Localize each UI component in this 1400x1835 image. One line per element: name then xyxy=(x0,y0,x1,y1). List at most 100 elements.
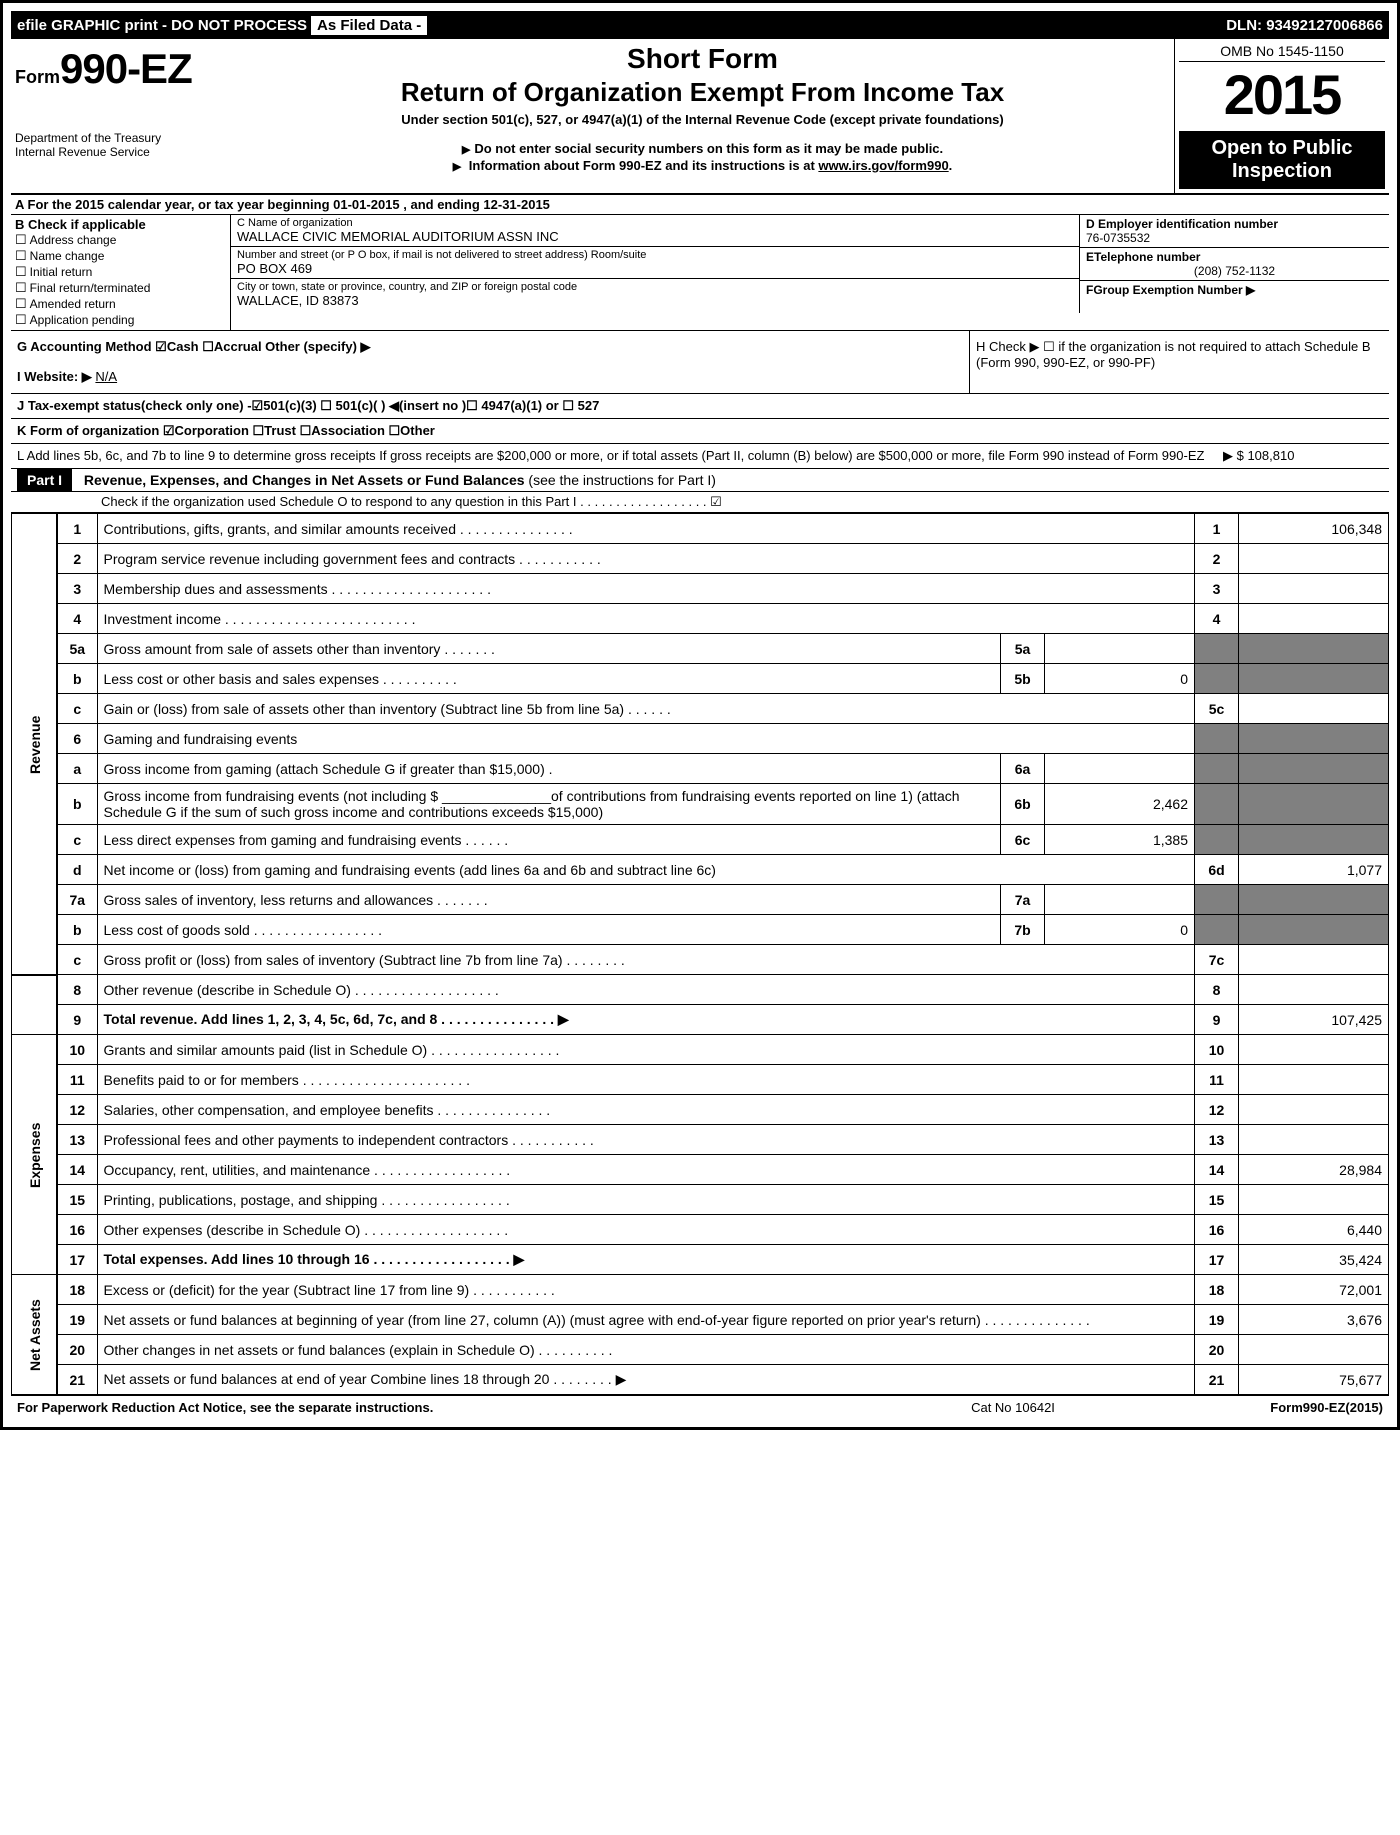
l4-rn: 4 xyxy=(1195,604,1239,634)
l19-rn: 19 xyxy=(1195,1305,1239,1335)
header-center: Short Form Return of Organization Exempt… xyxy=(231,39,1174,193)
l5c-desc: Gain or (loss) from sale of assets other… xyxy=(97,694,1195,724)
chk-name-change[interactable]: Name change xyxy=(15,248,226,264)
header-left: Form990-EZ Department of the Treasury In… xyxy=(11,39,231,193)
phone-block: ETelephone number (208) 752-1132 xyxy=(1079,248,1389,281)
form-number: Form990-EZ xyxy=(15,45,227,93)
l9-rv: 107,425 xyxy=(1239,1005,1389,1035)
l7b-mv: 0 xyxy=(1045,915,1195,945)
rev-spacer xyxy=(12,975,58,1035)
line-6b: b Gross income from fundraising events (… xyxy=(12,784,1389,825)
l12-desc: Salaries, other compensation, and employ… xyxy=(97,1095,1195,1125)
website-value: N/A xyxy=(95,369,117,384)
l5a-shade xyxy=(1195,634,1239,664)
line-2: 2 Program service revenue including gove… xyxy=(12,544,1389,574)
l3-num: 3 xyxy=(57,574,97,604)
l12-rn: 12 xyxy=(1195,1095,1239,1125)
open2: Inspection xyxy=(1183,160,1381,183)
chk-amended-return[interactable]: Amended return xyxy=(15,296,226,312)
l6c-shade2 xyxy=(1239,825,1389,855)
l5b-desc: Less cost or other basis and sales expen… xyxy=(97,664,1001,694)
line-10: Expenses 10 Grants and similar amounts p… xyxy=(12,1035,1389,1065)
l11-num: 11 xyxy=(57,1065,97,1095)
part1-title: Revenue, Expenses, and Changes in Net As… xyxy=(84,472,525,488)
l4-desc: Investment income . . . . . . . . . . . … xyxy=(97,604,1195,634)
chk-application-pending[interactable]: Application pending xyxy=(15,312,226,328)
l2-rv xyxy=(1239,544,1389,574)
org-name-label: C Name of organization xyxy=(237,217,1073,229)
l1-rn: 1 xyxy=(1195,514,1239,544)
chk-final-return[interactable]: Final return/terminated xyxy=(15,280,226,296)
l6a-desc: Gross income from gaming (attach Schedul… xyxy=(97,754,1001,784)
l6a-mn: 6a xyxy=(1001,754,1045,784)
open1: Open to Public xyxy=(1183,137,1381,160)
l20-num: 20 xyxy=(57,1335,97,1365)
l6b-mv: 2,462 xyxy=(1045,784,1195,825)
l7a-shade2 xyxy=(1239,885,1389,915)
form-990ez-page: efile GRAPHIC print - DO NOT PROCESS As … xyxy=(0,0,1400,1430)
l14-num: 14 xyxy=(57,1155,97,1185)
l12-num: 12 xyxy=(57,1095,97,1125)
l9-desc: Total revenue. Add lines 1, 2, 3, 4, 5c,… xyxy=(97,1005,1195,1035)
l16-rn: 16 xyxy=(1195,1215,1239,1245)
row-a-tax-year: A For the 2015 calendar year, or tax yea… xyxy=(11,195,1389,215)
l5c-rv xyxy=(1239,694,1389,724)
l8-desc: Other revenue (describe in Schedule O) .… xyxy=(97,975,1195,1005)
l18-rn: 18 xyxy=(1195,1275,1239,1305)
l9-rn: 9 xyxy=(1195,1005,1239,1035)
l12-rv xyxy=(1239,1095,1389,1125)
line-18: Net Assets 18 Excess or (deficit) for th… xyxy=(12,1275,1389,1305)
l6d-desc: Net income or (loss) from gaming and fun… xyxy=(97,855,1195,885)
l11-rv xyxy=(1239,1065,1389,1095)
ein-label: D Employer identification number xyxy=(1086,217,1383,231)
l5b-shade2 xyxy=(1239,664,1389,694)
l2-num: 2 xyxy=(57,544,97,574)
form-num: 990-EZ xyxy=(60,45,192,92)
top-bar: efile GRAPHIC print - DO NOT PROCESS As … xyxy=(11,11,1389,39)
footer-mid: Cat No 10642I xyxy=(863,1400,1163,1415)
l1-num: 1 xyxy=(57,514,97,544)
row-l-text: L Add lines 5b, 6c, and 7b to line 9 to … xyxy=(17,448,1223,464)
footer: For Paperwork Reduction Act Notice, see … xyxy=(11,1395,1389,1419)
l15-rn: 15 xyxy=(1195,1185,1239,1215)
l16-desc: Other expenses (describe in Schedule O) … xyxy=(97,1215,1195,1245)
l7c-rv xyxy=(1239,945,1389,975)
line-12: 12 Salaries, other compensation, and emp… xyxy=(12,1095,1389,1125)
return-title: Return of Organization Exempt From Incom… xyxy=(237,77,1168,108)
irs-link[interactable]: www.irs.gov/form990 xyxy=(818,158,948,173)
l4-rv xyxy=(1239,604,1389,634)
chk-address-change[interactable]: Address change xyxy=(15,232,226,248)
line-5a: 5a Gross amount from sale of assets othe… xyxy=(12,634,1389,664)
l10-rv xyxy=(1239,1035,1389,1065)
l6b-shade2 xyxy=(1239,784,1389,825)
line-6a: a Gross income from gaming (attach Sched… xyxy=(12,754,1389,784)
dept-treasury: Department of the Treasury xyxy=(15,131,227,145)
l7a-mn: 7a xyxy=(1001,885,1045,915)
city-block: City or town, state or province, country… xyxy=(231,279,1079,310)
l6b-num: b xyxy=(57,784,97,825)
line-7c: c Gross profit or (loss) from sales of i… xyxy=(12,945,1389,975)
l7c-num: c xyxy=(57,945,97,975)
street-block: Number and street (or P O box, if mail i… xyxy=(231,247,1079,279)
line-5b: b Less cost or other basis and sales exp… xyxy=(12,664,1389,694)
l5b-shade xyxy=(1195,664,1239,694)
l3-desc: Membership dues and assessments . . . . … xyxy=(97,574,1195,604)
l6c-shade xyxy=(1195,825,1239,855)
l7b-shade xyxy=(1195,915,1239,945)
l1-desc: Contributions, gifts, grants, and simila… xyxy=(97,514,1195,544)
l11-rn: 11 xyxy=(1195,1065,1239,1095)
org-name: WALLACE CIVIC MEMORIAL AUDITORIUM ASSN I… xyxy=(237,229,1073,244)
l7a-num: 7a xyxy=(57,885,97,915)
l20-desc: Other changes in net assets or fund bala… xyxy=(97,1335,1195,1365)
group-exempt-label: FGroup Exemption Number ▶ xyxy=(1086,283,1383,297)
section-gh: G Accounting Method ☑Cash ☐Accrual Other… xyxy=(11,331,1389,394)
street-label: Number and street (or P O box, if mail i… xyxy=(237,249,1073,261)
l14-rn: 14 xyxy=(1195,1155,1239,1185)
l16-num: 16 xyxy=(57,1215,97,1245)
l21-num: 21 xyxy=(57,1365,97,1395)
l5a-desc: Gross amount from sale of assets other t… xyxy=(97,634,1001,664)
expenses-label: Expenses xyxy=(12,1035,58,1275)
chk-initial-return[interactable]: Initial return xyxy=(15,264,226,280)
l7a-mv xyxy=(1045,885,1195,915)
b-header: B Check if applicable xyxy=(15,217,146,232)
